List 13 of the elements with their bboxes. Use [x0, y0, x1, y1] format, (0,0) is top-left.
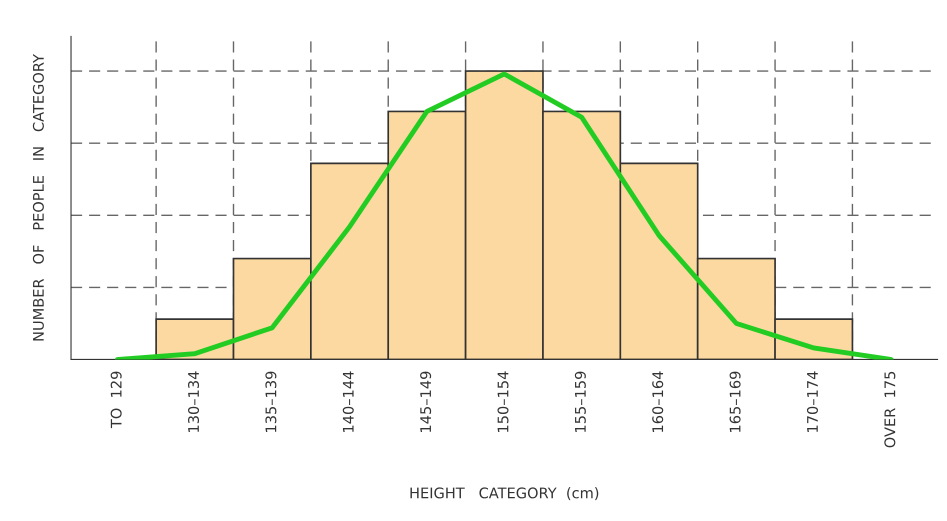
- x-tick-label: 135–139: [265, 372, 276, 432]
- x-tick-label: 140–144: [342, 371, 354, 432]
- x-tick-label: 130–134: [188, 371, 200, 432]
- x-tick-label: 145–149: [420, 372, 432, 432]
- y-axis-title: NUMBER OF PEOPLE IN CATEGORY: [32, 54, 44, 340]
- x-tick-label: TO 129: [110, 372, 122, 428]
- x-tick-label: 150–154: [497, 371, 509, 432]
- x-tick-label: 155–159: [574, 372, 586, 432]
- x-tick-label: OVER 175: [884, 372, 896, 448]
- x-tick-label: 170–174: [806, 371, 818, 432]
- x-axis-title: HEIGHT CATEGORY (cm): [410, 487, 598, 500]
- x-tick-label: 165–169: [730, 372, 741, 432]
- x-tick-label: 160–164: [652, 371, 664, 432]
